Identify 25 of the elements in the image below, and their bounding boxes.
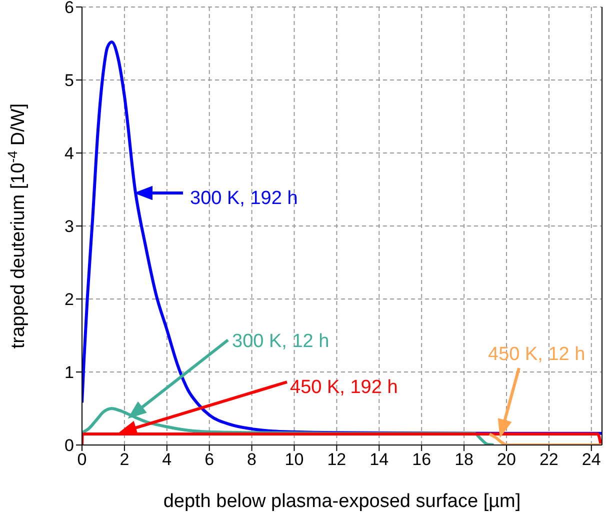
x-tick-label: 10 bbox=[284, 450, 304, 470]
x-tick-label: 20 bbox=[497, 450, 516, 470]
annotation: 300 K, 192 h bbox=[190, 188, 298, 209]
x-tick-label: 14 bbox=[370, 450, 389, 470]
y-tick-label: 2 bbox=[64, 290, 74, 310]
y-tick-label: 1 bbox=[64, 363, 74, 382]
y-tick-label: 0 bbox=[64, 436, 74, 456]
x-tick-label: 2 bbox=[120, 450, 130, 470]
x-tick-label: 18 bbox=[454, 450, 474, 470]
y-tick-label: 6 bbox=[64, 0, 74, 18]
x-tick-label: 22 bbox=[539, 450, 558, 470]
y-tick-label: 3 bbox=[64, 217, 74, 236]
x-tick-label: 16 bbox=[412, 450, 432, 470]
annotation: 450 K, 12 h bbox=[488, 344, 586, 365]
annotation: 300 K, 12 h bbox=[232, 331, 330, 352]
x-tick-label: 12 bbox=[327, 450, 346, 470]
x-tick-label: 0 bbox=[77, 450, 87, 470]
y-tick-label: 4 bbox=[64, 144, 74, 164]
annotation: 450 K, 192 h bbox=[290, 377, 398, 398]
y-tick-label: 5 bbox=[64, 71, 74, 90]
x-tick-label: 4 bbox=[162, 450, 172, 470]
x-tick-label: 6 bbox=[204, 450, 214, 470]
x-tick-label: 24 bbox=[582, 450, 601, 470]
x-axis-title: depth below plasma-exposed surface [µm] bbox=[163, 491, 521, 512]
x-tick-label: 8 bbox=[247, 450, 257, 470]
